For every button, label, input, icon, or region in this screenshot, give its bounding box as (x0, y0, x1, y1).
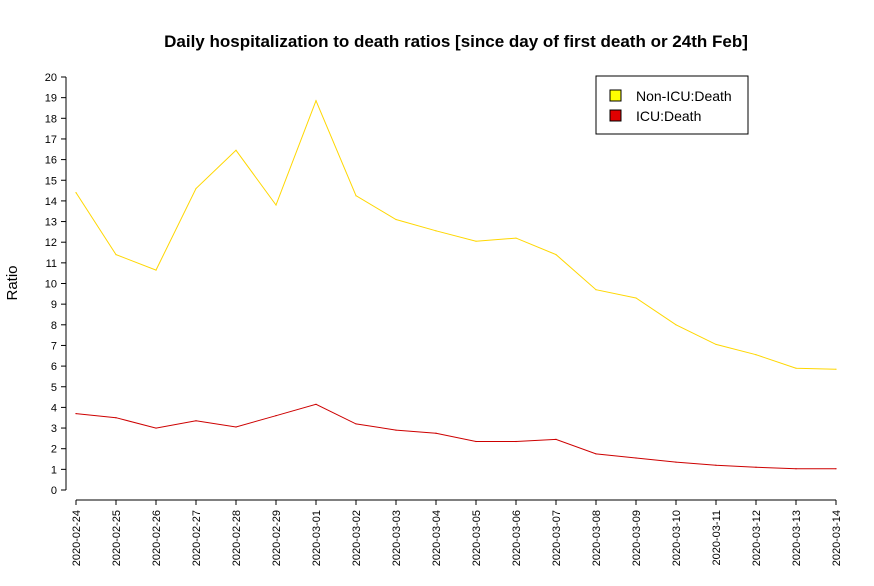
legend: Non-ICU:Death ICU:Death (595, 75, 749, 135)
data-point (395, 429, 397, 431)
data-point (315, 100, 317, 102)
x-tick-label: 2020-02-26 (151, 510, 163, 566)
y-tick-label: 12 (45, 237, 57, 249)
data-point (635, 297, 637, 299)
x-tick-label: 2020-03-14 (831, 510, 843, 566)
data-point (715, 464, 717, 466)
x-tick-label: 2020-02-25 (111, 510, 123, 566)
x-tick-label: 2020-02-24 (71, 510, 83, 566)
data-point (635, 457, 637, 459)
data-point (595, 289, 597, 291)
legend-box (595, 75, 749, 135)
x-tick-label: 2020-03-03 (391, 510, 403, 566)
data-point (115, 417, 117, 419)
x-tick-label: 2020-03-04 (431, 510, 443, 566)
x-tick-label: 2020-03-09 (631, 510, 643, 566)
data-point (555, 438, 557, 441)
y-tick-label: 2 (51, 444, 57, 456)
series-layer (75, 99, 837, 470)
data-point (675, 324, 677, 326)
data-point (195, 420, 197, 422)
data-point (195, 187, 197, 190)
y-tick-label: 3 (51, 423, 57, 435)
data-point (315, 403, 317, 405)
data-point (115, 253, 117, 256)
data-point (795, 468, 797, 470)
data-point (795, 367, 797, 369)
y-tick-label: 18 (45, 113, 57, 125)
y-axis-label: Ratio (4, 265, 21, 300)
y-tick-label: 13 (45, 217, 57, 229)
x-tick-label: 2020-02-29 (271, 510, 283, 566)
y-tick-label: 7 (51, 340, 57, 352)
chart-title: Daily hospitalization to death ratios [s… (164, 32, 748, 51)
data-point (395, 218, 397, 221)
data-point (475, 240, 477, 242)
legend-swatch-non-icu (609, 89, 622, 102)
data-point (155, 269, 157, 271)
data-point (835, 368, 837, 370)
y-tick-label: 9 (51, 299, 57, 311)
y-tick-label: 0 (51, 485, 57, 497)
data-point (155, 427, 157, 429)
legend-label-icu: ICU:Death (636, 108, 701, 124)
series-line-icu (75, 403, 836, 470)
data-point (435, 432, 437, 434)
data-point (555, 253, 557, 256)
y-tick-label: 6 (51, 361, 57, 373)
data-point (435, 230, 437, 232)
x-tick-label: 2020-03-05 (471, 510, 483, 566)
data-point (715, 343, 717, 346)
data-point (835, 468, 837, 470)
data-point (235, 426, 237, 428)
x-tick-label: 2020-03-01 (311, 510, 323, 566)
data-point (595, 453, 597, 455)
y-tick-label: 15 (45, 175, 57, 187)
x-tick-label: 2020-02-27 (191, 510, 203, 566)
x-tick-label: 2020-03-02 (351, 510, 363, 566)
y-tick-label: 4 (51, 402, 57, 414)
x-tick-label: 2020-03-12 (751, 510, 763, 566)
y-tick-label: 19 (45, 93, 57, 105)
data-point (235, 149, 237, 151)
y-tick-label: 5 (51, 382, 57, 394)
y-tick-label: 14 (45, 196, 57, 208)
data-point (355, 195, 357, 197)
x-tick-label: 2020-03-06 (511, 510, 523, 566)
data-point (475, 440, 477, 443)
x-axis: 2020-02-24 2020-02-25 2020-02-26 2020-02-27… (71, 499, 843, 566)
x-tick-label: 2020-03-07 (551, 510, 563, 566)
series-line-non-icu (75, 99, 837, 370)
data-point (675, 461, 677, 463)
data-point (755, 354, 757, 356)
x-tick-label: 2020-03-08 (591, 510, 603, 566)
data-point (75, 412, 77, 415)
x-tick-label: 2020-02-28 (231, 510, 243, 566)
y-tick-label: 16 (45, 155, 57, 167)
x-tick-label: 2020-03-11 (711, 510, 723, 565)
data-point (75, 192, 77, 194)
data-point (275, 204, 277, 206)
data-point (275, 415, 277, 417)
y-tick-label: 20 (45, 72, 57, 84)
data-point (515, 440, 517, 443)
y-tick-label: 10 (45, 279, 57, 291)
x-tick-label: 2020-03-10 (671, 510, 683, 566)
x-tick-label: 2020-03-13 (791, 510, 803, 566)
data-point (755, 466, 757, 468)
legend-label-non-icu: Non-ICU:Death (636, 88, 732, 104)
legend-swatch-icu (609, 109, 622, 122)
y-tick-label: 17 (45, 134, 57, 146)
y-tick-label: 8 (51, 320, 57, 332)
data-point (515, 237, 517, 239)
data-point (355, 423, 357, 425)
y-tick-label: 11 (46, 258, 57, 270)
y-tick-label: 1 (51, 464, 57, 476)
